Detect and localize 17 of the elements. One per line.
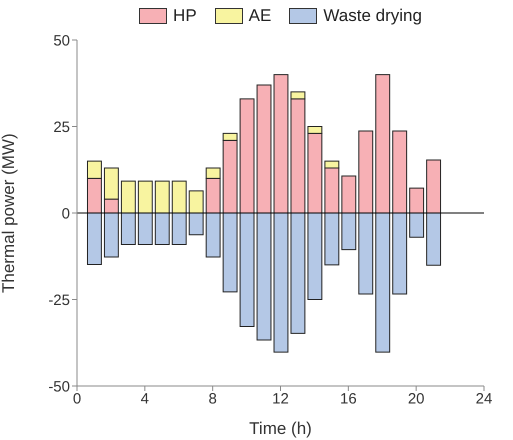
legend-label: Waste drying [323,6,422,26]
x-tick-label: 0 [72,390,82,408]
y-tick-label: 25 [53,118,70,136]
y-tick-label: 0 [62,205,70,222]
x-axis-title: Time (h) [249,419,312,438]
x-tick-label: 12 [272,390,289,408]
x-tick-label: 16 [340,390,357,408]
y-tick-label: 50 [53,32,70,50]
x-tick-label: 4 [140,390,150,408]
y-tick-label: -25 [48,292,70,309]
legend-label: HP [173,6,197,26]
x-tick-label: 24 [476,390,492,408]
x-tick-label: 20 [408,390,425,408]
y-axis-title: Thermal power (MW) [0,133,18,293]
legend-label: AE [248,6,272,26]
y-tick-label: -50 [48,378,70,396]
x-tick-label: 8 [208,390,217,408]
